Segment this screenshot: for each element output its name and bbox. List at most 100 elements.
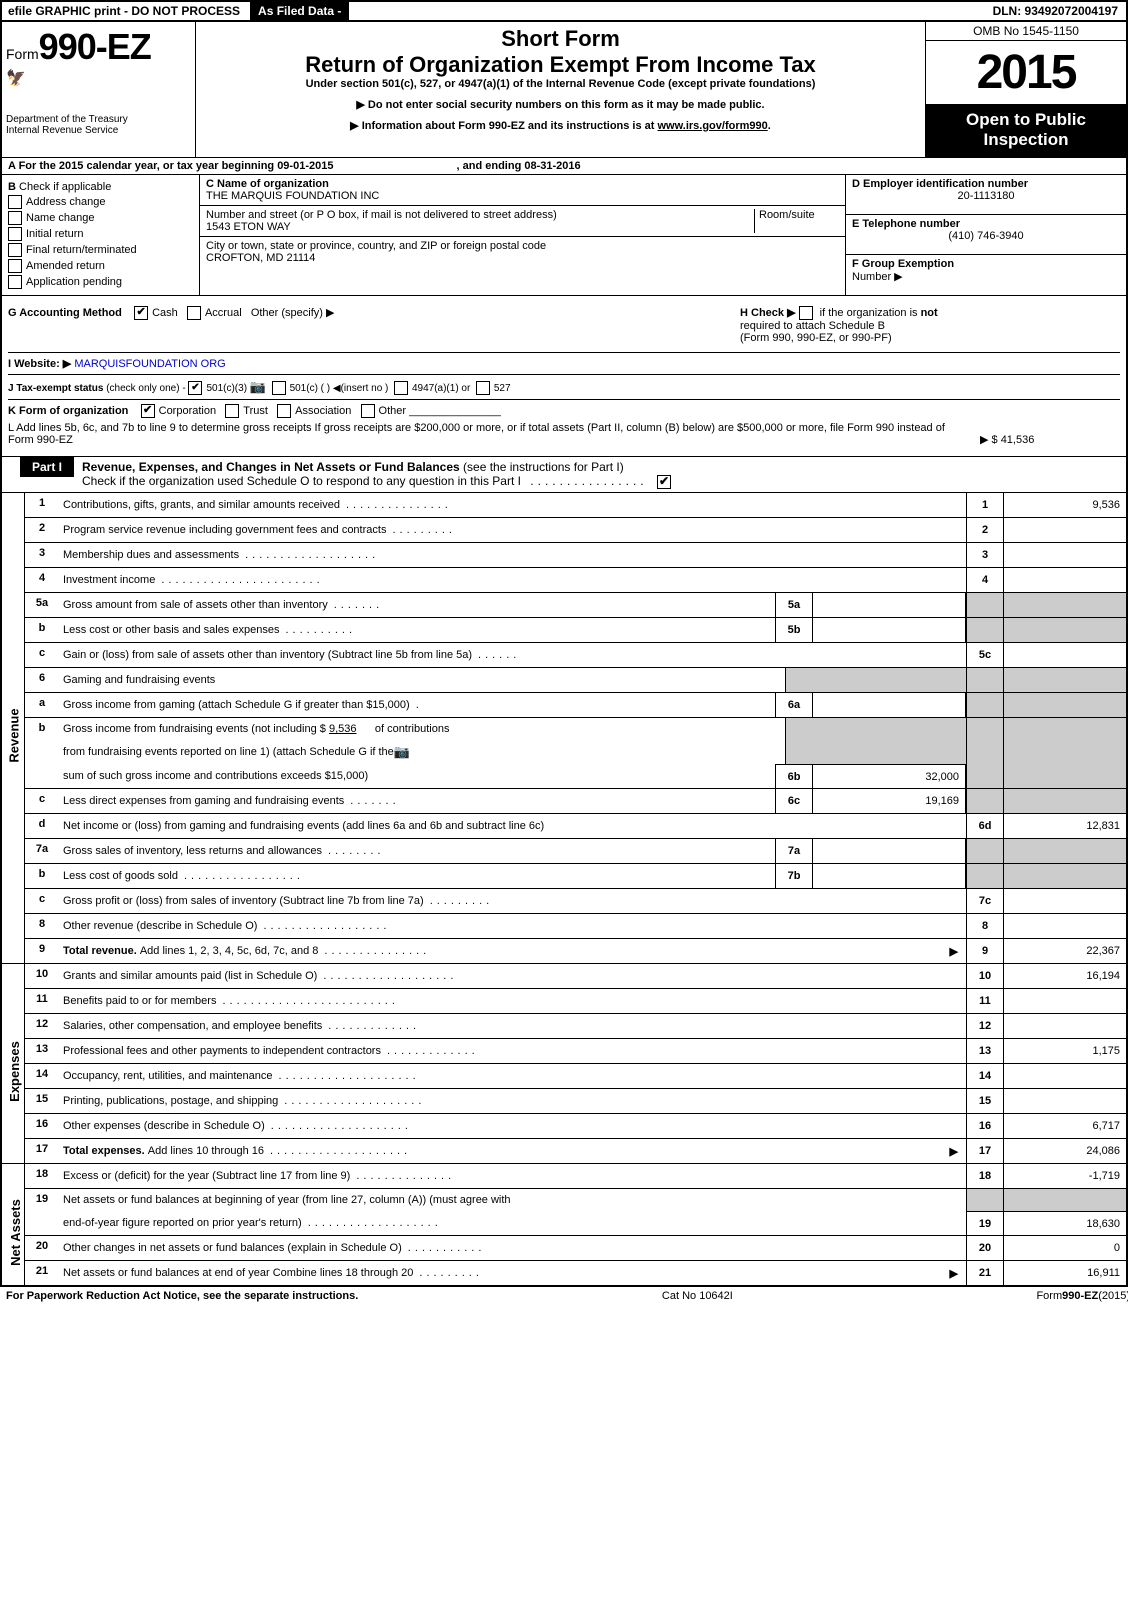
- g-label: G Accounting Method: [8, 307, 122, 319]
- line-13-value: 1,175: [1003, 1039, 1126, 1063]
- line-18-value: -1,719: [1003, 1164, 1126, 1188]
- camera-icon: 📷: [250, 379, 266, 395]
- k-assoc: Association: [295, 405, 351, 417]
- chk-cash[interactable]: ✔: [134, 306, 148, 320]
- b-letter: B: [8, 181, 16, 193]
- row-i: I Website: ▶ MARQUISFOUNDATION ORG: [8, 352, 1120, 370]
- as-filed-label: As Filed Data -: [250, 2, 349, 20]
- bird-icon: 🦅: [6, 68, 191, 88]
- form-subtitle: Under section 501(c), 527, or 4947(a)(1)…: [204, 78, 917, 90]
- line-7b: b Less cost of goods sold...............…: [25, 863, 1126, 888]
- footer-right: Form990-EZ(2015): [1036, 1290, 1128, 1302]
- g-accounting: G Accounting Method ✔Cash Accrual Other …: [8, 306, 740, 344]
- form-header: Form990-EZ 🦅 Department of the Treasury …: [2, 22, 1126, 158]
- line-19-value: 18,630: [1003, 1211, 1126, 1235]
- line-20: 20 Other changes in net assets or fund b…: [25, 1235, 1126, 1260]
- line-18: 18 Excess or (deficit) for the year (Sub…: [25, 1164, 1126, 1188]
- open-to-public: Open to Public Inspection: [926, 104, 1126, 157]
- c-city-value: CROFTON, MD 21114: [206, 252, 839, 264]
- chk-name[interactable]: [8, 211, 22, 225]
- e-tel-label: E Telephone number: [852, 218, 1120, 230]
- line-8-value: [1003, 914, 1126, 938]
- chk-527[interactable]: [476, 381, 490, 395]
- line-6c: c Less direct expenses from gaming and f…: [25, 788, 1126, 813]
- part1-label: Part I: [20, 457, 74, 477]
- l-text: L Add lines 5b, 6c, and 7b to line 9 to …: [8, 422, 970, 446]
- form-prefix: Form: [6, 46, 39, 62]
- line-5a-value: [813, 593, 966, 617]
- line-6b-amount: 9,536: [329, 723, 357, 735]
- line-6b-1: b Gross income from fundraising events (…: [25, 717, 1126, 740]
- instr2-pre: ▶ Information about Form 990-EZ and its …: [350, 120, 657, 132]
- chk-501c3[interactable]: ✔: [188, 381, 202, 395]
- j-label: J Tax-exempt status: [8, 383, 103, 394]
- form-title: Return of Organization Exempt From Incom…: [204, 52, 917, 78]
- b-header: B Check if applicable: [8, 181, 193, 193]
- h-text4: (Form 990, 990-EZ, or 990-PF): [740, 332, 892, 344]
- part1-dots: ................: [524, 474, 653, 488]
- f-grp-label2: Number ▶: [852, 270, 1120, 283]
- chk-amended[interactable]: [8, 259, 22, 273]
- line-6a-value: [813, 693, 966, 717]
- line-14: 14 Occupancy, rent, utilities, and maint…: [25, 1063, 1126, 1088]
- dept-irs: Internal Revenue Service: [6, 125, 191, 136]
- k-corp: Corporation: [159, 405, 216, 417]
- line-2-value: [1003, 518, 1126, 542]
- header-left: Form990-EZ 🦅 Department of the Treasury …: [2, 22, 196, 157]
- b-opt-final: Final return/terminated: [8, 243, 193, 257]
- chk-corp[interactable]: ✔: [141, 404, 155, 418]
- chk-other[interactable]: [361, 404, 375, 418]
- footer-left: For Paperwork Reduction Act Notice, see …: [6, 1290, 358, 1302]
- chk-schedule-o[interactable]: ✔: [657, 475, 671, 489]
- line-17-value: 24,086: [1003, 1139, 1126, 1163]
- line-12-value: [1003, 1014, 1126, 1038]
- e-tel-value: (410) 746-3940: [852, 230, 1120, 242]
- chk-4947[interactable]: [394, 381, 408, 395]
- chk-assoc[interactable]: [277, 404, 291, 418]
- chk-trust[interactable]: [225, 404, 239, 418]
- chk-initial[interactable]: [8, 227, 22, 241]
- instruction-2: ▶ Information about Form 990-EZ and its …: [204, 119, 917, 132]
- line-4-value: [1003, 568, 1126, 592]
- revenue-section: Revenue 1 Contributions, gifts, grants, …: [2, 493, 1126, 964]
- chk-address[interactable]: [8, 195, 22, 209]
- part1-check-text: Check if the organization used Schedule …: [82, 474, 521, 488]
- form-990ez: efile GRAPHIC print - DO NOT PROCESS As …: [0, 0, 1128, 1287]
- mid-block: G Accounting Method ✔Cash Accrual Other …: [2, 296, 1126, 456]
- g-accrual: Accrual: [205, 307, 242, 319]
- block-bcdef: B Check if applicable Address change Nam…: [2, 175, 1126, 296]
- line-6b-2: from fundraising events reported on line…: [25, 740, 1126, 764]
- row-k: K Form of organization ✔Corporation Trus…: [8, 399, 1120, 418]
- line-10-value: 16,194: [1003, 964, 1126, 988]
- j-527: 527: [494, 383, 511, 394]
- line-19a: 19 Net assets or fund balances at beginn…: [25, 1188, 1126, 1211]
- chk-h[interactable]: [799, 306, 813, 320]
- b-opt-initial: Initial return: [8, 227, 193, 241]
- part1-title: Revenue, Expenses, and Changes in Net As…: [82, 460, 460, 474]
- top-bar: efile GRAPHIC print - DO NOT PROCESS As …: [2, 2, 1126, 22]
- i-label: I Website: ▶: [8, 358, 71, 370]
- line-17: 17 Total expenses. Add lines 10 through …: [25, 1138, 1126, 1163]
- b-opt-name: Name change: [8, 211, 193, 225]
- d-ein: D Employer identification number 20-1113…: [846, 175, 1126, 215]
- c-name-row: C Name of organization THE MARQUIS FOUND…: [200, 175, 845, 206]
- chk-pending[interactable]: [8, 275, 22, 289]
- d-ein-label: D Employer identification number: [852, 178, 1120, 190]
- row-a: A For the 2015 calendar year, or tax yea…: [2, 158, 1126, 175]
- chk-accrual[interactable]: [187, 306, 201, 320]
- chk-501c[interactable]: [272, 381, 286, 395]
- irs-link[interactable]: www.irs.gov/form990: [658, 120, 768, 132]
- netasset-lines: 18 Excess or (deficit) for the year (Sub…: [25, 1164, 1126, 1285]
- row-gh: G Accounting Method ✔Cash Accrual Other …: [8, 306, 1120, 344]
- line-2: 2 Program service revenue including gove…: [25, 517, 1126, 542]
- expense-lines: 10 Grants and similar amounts paid (list…: [25, 964, 1126, 1163]
- g-other: Other (specify) ▶: [251, 307, 335, 319]
- form-number-big: 990-EZ: [39, 26, 151, 67]
- netassets-side-label: Net Assets: [2, 1164, 25, 1285]
- line-9-value: 22,367: [1003, 939, 1126, 963]
- line-9: 9 Total revenue. Add lines 1, 2, 3, 4, 5…: [25, 938, 1126, 963]
- b-text: Check if applicable: [19, 181, 111, 193]
- part1-header: Part I Revenue, Expenses, and Changes in…: [2, 456, 1126, 493]
- website-link[interactable]: MARQUISFOUNDATION ORG: [74, 358, 225, 370]
- chk-final[interactable]: [8, 243, 22, 257]
